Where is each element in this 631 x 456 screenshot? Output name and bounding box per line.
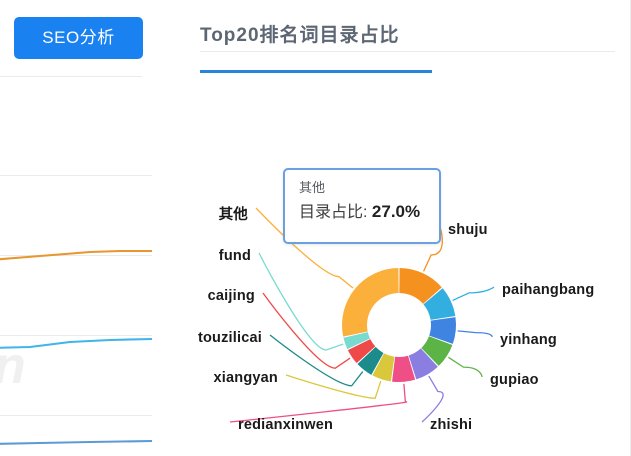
pie-slice-label: shuju [448,222,488,238]
donut-slice[interactable] [399,268,442,304]
donut-slice[interactable] [372,353,395,382]
leader-line [448,356,483,378]
pie-slice-label: caijing [207,288,255,304]
left-gridline [0,415,152,416]
tooltip-title: 其他 [299,180,326,195]
pie-slice-label: touzilicai [197,330,262,346]
pie-slice-label: zhishi [430,417,473,433]
chart-tooltip: 其他 目录占比: 27.0% [283,168,441,244]
leader-line [285,374,382,399]
tab-bar-rule [200,51,615,52]
leader-line [269,334,364,387]
donut-slices [342,268,456,382]
donut-slice[interactable] [357,346,384,375]
left-line-chart-lines [0,249,153,445]
pie-slice-label: paihangbang [502,282,595,298]
pie-slice-label: redianxinwen [238,417,334,433]
left-gridline [0,255,152,256]
left-gridline [0,335,152,336]
donut-slice[interactable] [343,332,370,350]
tooltip-metric-value: 27.0% [371,202,421,221]
leader-line [262,292,351,369]
leader-line [452,286,495,302]
donut-chart: 其他 fund caijing touzilicai xiangyan redianxin… [158,80,631,456]
donut-slice[interactable] [423,288,456,320]
leader-line [229,383,407,423]
donut-slice[interactable] [429,317,456,344]
left-gridline [0,175,152,176]
donut-slice[interactable] [347,339,376,364]
tab-bar: Top20排名词目录占比 [200,20,432,73]
donut-slice[interactable] [392,355,416,382]
seo-analysis-button[interactable]: SEO分析 [14,17,143,59]
watermark: n [0,340,26,392]
donut-chart-svg [229,207,495,423]
leader-line [255,207,354,289]
pie-slice-label: xiangyan [213,370,278,386]
leader-line [457,330,493,338]
donut-slice[interactable] [342,268,399,337]
pie-slice-label: gupiao [490,372,539,388]
left-panel-divider [0,76,142,77]
leader-lines [229,207,495,423]
pie-slice-label: yinhang [500,332,557,348]
tab-active-underline [200,70,432,73]
pie-slice-label: fund [218,248,251,264]
leader-line [421,375,444,423]
tooltip-metric: 目录占比: 27.0% [299,201,427,224]
donut-slice[interactable] [421,336,453,366]
left-line-chart-panel: n [0,0,158,456]
tab-top20-category-share[interactable]: Top20排名词目录占比 [200,25,400,46]
leader-line [258,252,344,351]
tooltip-metric-label: 目录占比: [299,204,368,221]
donut-slice[interactable] [408,348,438,380]
pie-slice-label: 其他 [218,207,248,223]
